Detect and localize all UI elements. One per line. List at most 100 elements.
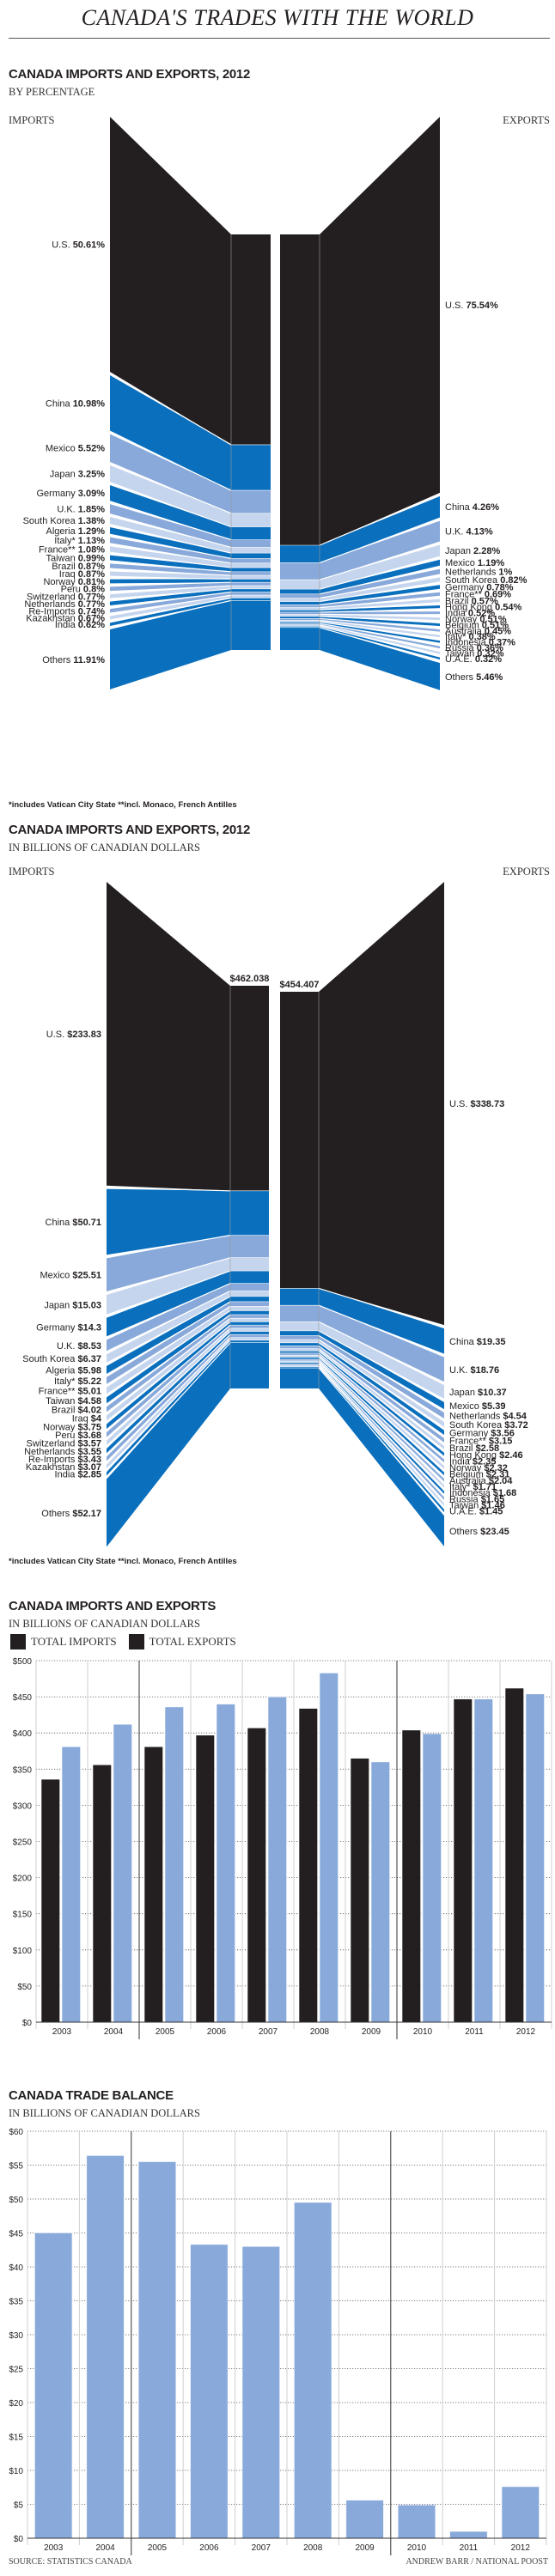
fan-segment [319,1321,444,1399]
bar-segment [280,610,320,612]
bar-segment [230,1301,269,1307]
fan-label: India 0.62% [55,620,105,630]
export-total-label: $454.407 [280,980,320,990]
bar-segment [230,1291,269,1297]
bar-segment [231,539,271,548]
fan-label: South Korea $6.37 [22,1354,101,1364]
fan-segment [320,520,440,580]
fan-label: Mexico 5.52% [46,444,105,454]
fan-segment [107,1257,230,1315]
fan-label: Mexico $5.39 [449,1401,505,1412]
y-tick-label: $40 [9,2263,23,2273]
fan-label: Italy* 0.38% [445,632,496,642]
fan-label: Peru 0.8% [61,585,106,595]
fan-label: Taiwan $1.46 [449,1500,505,1510]
bar-segment [231,568,271,572]
chart3-subtitle: IN BILLIONS OF CANADIAN DOLLARS [9,1618,200,1630]
y-tick-label: $400 [13,1729,33,1739]
source-credit: SOURCE: STATISTICS CANADA [9,2557,132,2567]
bar-segment [230,1334,269,1338]
fan-segment [319,1340,444,1427]
bar-trade-balance [241,2246,280,2539]
bar-segment [231,598,271,601]
bar-imports [350,1758,369,2023]
fan-segment [110,579,231,584]
fan-segment [110,484,231,540]
bar-trade-balance [86,2155,125,2539]
bar-trade-balance [294,2202,332,2539]
fan-segment [319,1360,444,1488]
y-tick-label: $30 [9,2331,23,2341]
bar-exports [319,1673,338,2023]
bar-imports [195,1735,215,2023]
bar-segment [230,1315,269,1319]
fan-segment [110,571,231,580]
bar-segment [230,1327,269,1332]
fan-label: Germany 0.78% [445,582,514,592]
bar-exports [216,1704,235,2023]
fan-label: Italy* $5.22 [54,1376,101,1387]
fan-segment [107,1334,230,1461]
x-tick-label: 2010 [413,2027,433,2037]
fan-segment [320,568,440,598]
bar-segment [280,1366,319,1369]
bar-segment [280,627,320,650]
y-tick-label: $15 [9,2433,23,2443]
fan-label: U.K. 1.85% [57,505,105,515]
fan-segment [320,605,440,612]
bar-segment [280,1346,319,1349]
fan-segment [110,117,231,445]
bar-exports [525,1693,545,2023]
bar-chart-trade-balance: $0 $5 $10 $15 $20 $25 $30 $35 $40 $45 $50 $55 $60 200… [9,2128,547,2555]
fan-segment [110,563,231,576]
y-tick-label: $350 [13,1765,33,1775]
fan-label: Netherlands $3.55 [24,1447,101,1457]
bar-trade-balance [501,2486,540,2539]
fan-label: Japan 3.25% [50,469,105,479]
legend-swatch-imports [10,1634,26,1649]
bar-exports [61,1746,81,2023]
fan-segment [110,527,231,559]
bar-imports [504,1687,524,2023]
chart1-title: CANADA IMPORTS AND EXPORTS, 2012 [9,67,251,82]
fan-label: Kazakhstan $3.07 [26,1462,101,1473]
y-tick-label: $500 [13,1657,33,1667]
bar-segment [280,562,320,580]
bar-segment [230,1283,269,1291]
fan-label: India $2.35 [449,1456,496,1467]
fan-label: China $50.71 [46,1218,101,1228]
chart2-title: CANADA IMPORTS AND EXPORTS, 2012 [9,823,251,837]
bar-segment [280,234,320,545]
y-tick-label: $0 [22,2019,33,2028]
fan-label: Germany 3.09% [37,489,106,499]
x-tick-label: 2009 [355,2543,375,2553]
page-title: CANADA'S TRADES WITH THE WORLD [81,5,474,30]
bar-segment [231,582,271,586]
chart1-exports-heading: EXPORTS [503,114,550,126]
bar-chart-imports-exports: $0 $50 $100 $150 $200 $250 $300 $350 $400 $450 $50… [13,1657,552,2039]
fan-label: Others $52.17 [41,1509,101,1519]
fan-label: Re-Imports 0.74% [28,606,105,617]
x-tick-label: 2012 [516,2027,536,2037]
bar-segment [230,1271,269,1284]
bar-segment [280,1357,319,1359]
fan-label: Brazil $4.02 [52,1405,101,1415]
bar-exports [473,1698,493,2023]
export-fan [280,882,445,1546]
fan-label: Iraq 0.87% [59,569,105,580]
bar-exports [370,1761,390,2023]
y-tick-label: $50 [9,2196,23,2205]
fan-segment [320,618,440,632]
fan-label: France** 0.69% [445,590,511,600]
bar-segment [230,1306,269,1311]
fan-label: U.S. 75.54% [445,301,498,311]
x-tick-label: 2011 [465,2027,484,2037]
y-tick-label: $35 [9,2298,23,2307]
bar-segment [230,1325,269,1328]
bar-segment [280,1365,319,1367]
legend-swatch-exports [128,1634,144,1649]
fan-segment [107,1291,230,1363]
fan-label: South Korea 0.82% [445,575,528,586]
fan-segment [319,1348,444,1449]
chart3-legend: TOTAL IMPORTS TOTAL EXPORTS [10,1634,243,1649]
